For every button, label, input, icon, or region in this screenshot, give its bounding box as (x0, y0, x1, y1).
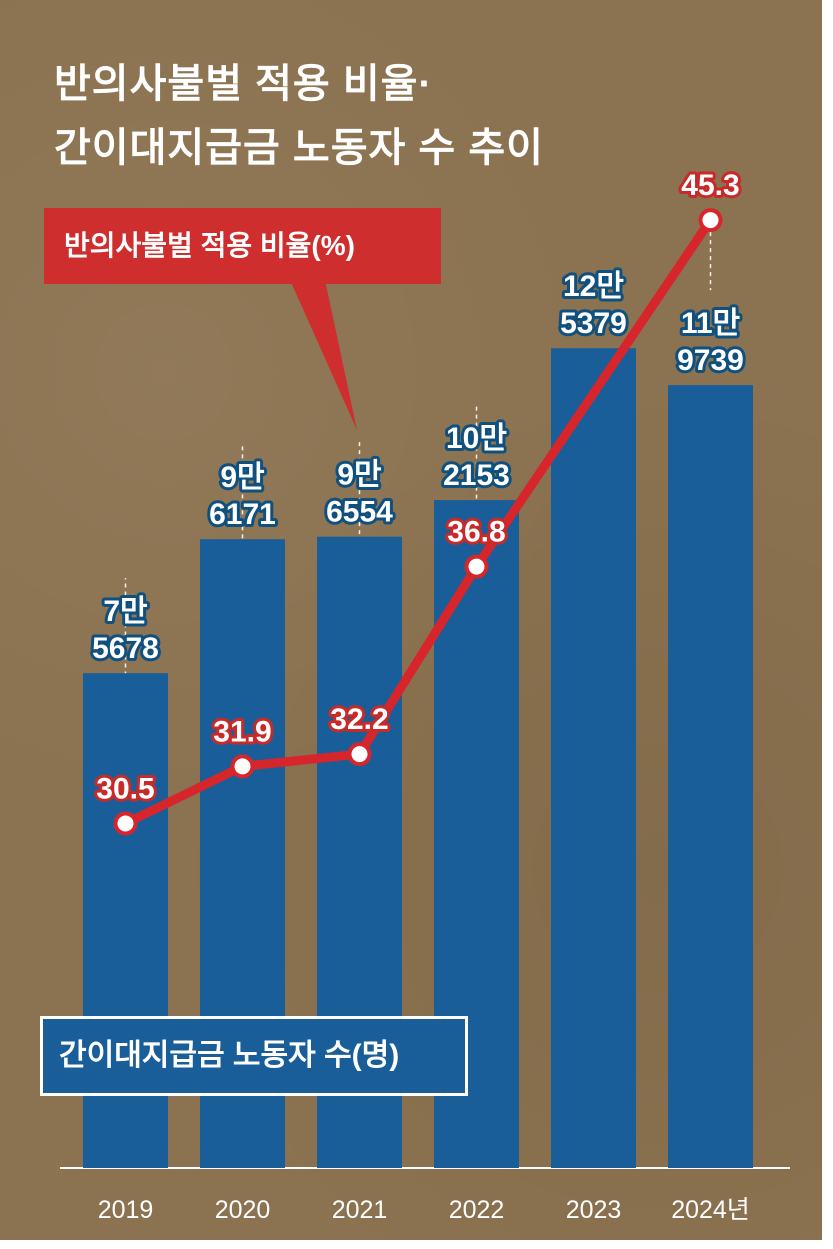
title-line-2: 간이대지급금 노동자 수 추이 (54, 126, 544, 170)
bar-value-label: 7만 (103, 595, 148, 628)
bar-value-label: 11만 (681, 307, 741, 340)
x-tick-label: 2022 (449, 1196, 505, 1224)
bar (551, 348, 636, 1168)
title-line-1: 반의사불벌 적용 비율· (54, 62, 433, 106)
line-value-label: 36.8 (447, 516, 505, 549)
bar-value-label: 6554 (326, 496, 393, 529)
x-tick-label: 2024년 (671, 1196, 750, 1224)
legend-pointer (290, 280, 357, 430)
line-point (347, 742, 372, 767)
line-series-legend: 반의사불벌 적용 비율(%) (44, 208, 441, 284)
bar-value-label: 9만 (337, 459, 382, 492)
bar-value-label: 6171 (209, 498, 276, 531)
line-point (464, 554, 489, 579)
x-tick-label: 2021 (332, 1196, 388, 1224)
bar-value-label: 5379 (560, 307, 627, 340)
line-point (230, 754, 255, 779)
line-point (698, 208, 723, 233)
line-value-label: 30.5 (96, 772, 154, 805)
line-point (113, 811, 138, 836)
chart-title: 반의사불벌 적용 비율· 간이대지급금 노동자 수 추이 (54, 52, 544, 180)
bar-value-label: 10만 (446, 422, 507, 455)
bar-value-label: 12만 (563, 270, 624, 303)
x-tick-label: 2019 (98, 1196, 154, 1224)
bar (668, 385, 753, 1168)
line-value-label: 31.9 (213, 715, 271, 748)
line-value-label: 45.3 (681, 169, 739, 202)
bar-value-label: 5678 (92, 632, 159, 665)
bar-value-label: 9739 (677, 344, 744, 377)
x-tick-label: 2020 (215, 1196, 271, 1224)
bar-value-label: 9만 (220, 461, 265, 494)
bar-series-legend: 간이대지급금 노동자 수(명) (40, 1016, 468, 1096)
bar-value-label: 2153 (443, 459, 510, 492)
chart-panel: 반의사불벌 적용 비율· 간이대지급금 노동자 수 추이 7만 5678 9만 617… (0, 0, 822, 1240)
line-value-label: 32.2 (330, 703, 388, 736)
x-tick-label: 2023 (566, 1196, 622, 1224)
